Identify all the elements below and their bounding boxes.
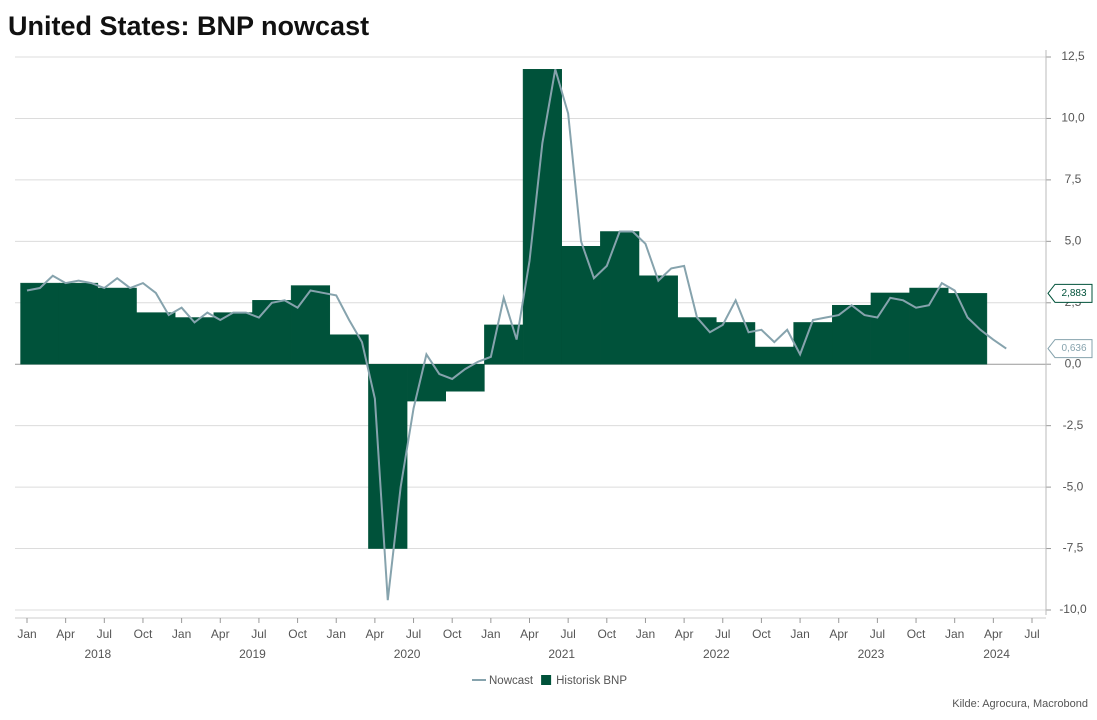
y-tick-label: -7,5 xyxy=(1063,541,1084,555)
x-tick-label: Jul xyxy=(715,627,730,641)
x-tick-label: Jul xyxy=(251,627,266,641)
area-step xyxy=(213,312,253,365)
x-tick-label: Oct xyxy=(752,627,771,641)
x-tick-label: Jul xyxy=(97,627,112,641)
area-step xyxy=(600,231,640,365)
legend-swatch xyxy=(541,675,552,685)
x-tick-label: Apr xyxy=(520,627,539,641)
end-label: 0,636 xyxy=(1061,343,1086,354)
y-tick-label: -10,0 xyxy=(1059,602,1087,616)
chart-title: United States: BNP nowcast xyxy=(8,11,369,41)
area-step xyxy=(97,287,137,365)
year-label: 2024 xyxy=(983,647,1010,661)
area-step xyxy=(252,300,292,365)
area-step xyxy=(793,322,833,365)
end-label-box xyxy=(1047,339,1093,359)
area-step xyxy=(909,287,949,365)
x-tick-label: Apr xyxy=(675,627,694,641)
x-tick-label: Jan xyxy=(481,627,500,641)
area-step xyxy=(754,346,794,365)
year-label: 2019 xyxy=(239,647,266,661)
y-tick-label: 5,0 xyxy=(1065,234,1082,248)
x-tick-label: Oct xyxy=(597,627,616,641)
area-step xyxy=(832,304,872,365)
x-tick-label: Jan xyxy=(17,627,36,641)
end-label-box xyxy=(1047,283,1093,303)
x-tick-label: Apr xyxy=(211,627,230,641)
x-tick-label: Apr xyxy=(829,627,848,641)
nowcast-line xyxy=(26,69,1007,601)
area-step xyxy=(870,292,910,365)
end-label: 2,883 xyxy=(1061,288,1086,299)
x-tick-label: Jul xyxy=(870,627,885,641)
plot-area xyxy=(20,69,1007,601)
year-label: 2020 xyxy=(394,647,421,661)
x-tick-label: Apr xyxy=(366,627,385,641)
x-tick-label: Jan xyxy=(945,627,964,641)
x-tick-label: Oct xyxy=(288,627,307,641)
area-step xyxy=(329,334,369,365)
area-step xyxy=(136,312,176,365)
source: Kilde: Agrocura, Macrobond xyxy=(952,698,1088,710)
area-step xyxy=(638,275,678,365)
x-tick-label: Jul xyxy=(1024,627,1039,641)
x-tick-label: Jul xyxy=(406,627,421,641)
area-step xyxy=(716,322,756,365)
area-step xyxy=(948,293,988,365)
area-step xyxy=(20,282,60,365)
legend-label: Historisk BNP xyxy=(556,675,627,687)
year-label: 2021 xyxy=(548,647,575,661)
x-tick-label: Apr xyxy=(56,627,75,641)
area-step xyxy=(290,285,331,365)
legend-label: Nowcast xyxy=(489,675,534,687)
y-tick-label: 0,0 xyxy=(1065,356,1082,370)
y-tick-label: -5,0 xyxy=(1063,479,1084,493)
x-tick-label: Jan xyxy=(790,627,809,641)
x-tick-label: Apr xyxy=(984,627,1003,641)
y-tick-label: 7,5 xyxy=(1065,172,1082,186)
x-tick-label: Jan xyxy=(636,627,655,641)
year-label: 2022 xyxy=(703,647,730,661)
y-tick-label: -2,5 xyxy=(1063,418,1084,432)
area-step xyxy=(522,69,562,365)
x-tick-label: Oct xyxy=(443,627,462,641)
x-tick-label: Jan xyxy=(172,627,191,641)
y-tick-label: 12,5 xyxy=(1061,49,1085,63)
x-tick-label: Oct xyxy=(134,627,153,641)
year-label: 2018 xyxy=(85,647,112,661)
y-tick-label: 10,0 xyxy=(1061,111,1085,125)
x-tick-label: Jan xyxy=(327,627,346,641)
area-step xyxy=(406,363,447,402)
year-label: 2023 xyxy=(858,647,885,661)
area-step xyxy=(677,317,717,365)
x-tick-label: Jul xyxy=(560,627,575,641)
area-step xyxy=(561,245,601,365)
area-step xyxy=(58,282,99,365)
x-tick-label: Oct xyxy=(907,627,926,641)
area-step xyxy=(174,317,215,365)
